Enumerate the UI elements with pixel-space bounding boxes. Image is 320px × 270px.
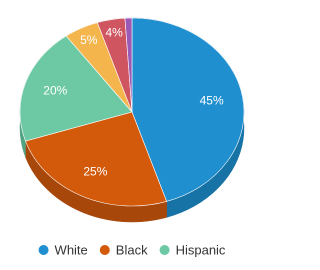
slice [131,17,245,202]
legend-label: Black [116,242,148,257]
legend-marker [99,245,110,255]
legend-marker [38,245,49,255]
legend-label: White [55,242,88,257]
slice-label: 5% [80,33,98,47]
slice [19,35,133,142]
legend-marker [159,245,170,255]
slice-label: 25% [83,164,107,178]
chart: 45% 25% 20% 5% 4% White Black Hispanic [19,17,245,257]
slice-label: 4% [105,26,123,40]
slice [25,111,168,207]
legend-label: Hispanic [176,242,226,257]
slice-label: 45% [200,94,224,108]
slice-label: 20% [43,83,67,97]
slice [124,17,133,113]
